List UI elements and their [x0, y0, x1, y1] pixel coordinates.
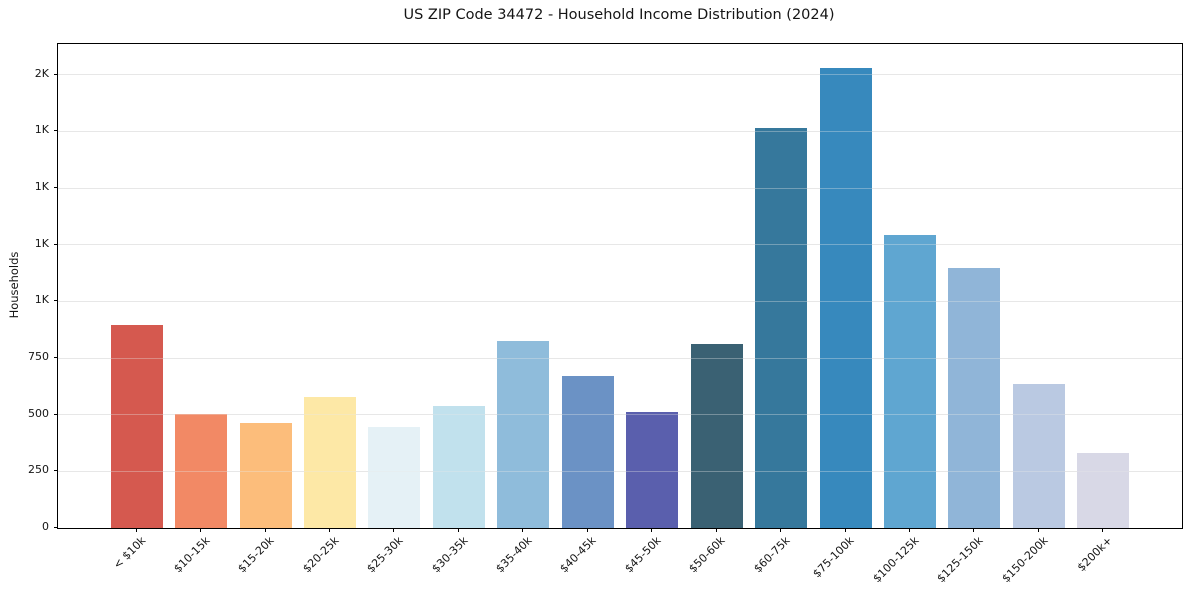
y-tick-mark — [54, 130, 58, 132]
chart-title: US ZIP Code 34472 - Household Income Dis… — [403, 7, 835, 23]
x-tick-label: < $10k — [110, 534, 148, 572]
bar-20-25k — [304, 396, 357, 528]
gridline — [58, 300, 1182, 302]
x-tick-mark — [908, 528, 910, 532]
x-tick-mark — [200, 528, 202, 532]
gridline — [58, 300, 1182, 302]
bar-30-35k — [432, 405, 485, 528]
bar-75-100k — [819, 68, 872, 528]
x-tick-mark — [264, 528, 266, 532]
x-tick-label: $20-25k — [299, 534, 342, 576]
x-tick-label: $75-100k — [810, 534, 857, 581]
y-tick-label: 1K — [34, 123, 49, 137]
y-tick-mark — [54, 470, 58, 472]
gridline — [58, 244, 1182, 246]
plot-area — [57, 43, 1183, 529]
gridline — [58, 470, 1182, 472]
gridline — [58, 74, 1182, 76]
y-tick-label: 250 — [28, 463, 49, 477]
bar-45-50k — [626, 411, 679, 528]
bar-200k — [1077, 452, 1130, 528]
bar-10-15k — [175, 413, 228, 528]
y-tick-mark — [54, 243, 58, 245]
y-tick-label: 2K — [34, 66, 49, 80]
x-tick-label: $25-30k — [364, 534, 406, 576]
y-tick-label: 1K — [34, 293, 49, 307]
y-tick-mark — [54, 527, 58, 528]
y-tick-label: 0 — [42, 520, 49, 533]
bar-15-20k — [239, 422, 292, 528]
gridline — [58, 470, 1182, 472]
bar-150-200k — [1012, 384, 1065, 528]
x-tick-label: $30-35k — [428, 534, 471, 576]
x-tick-mark — [135, 528, 137, 532]
bar-10k — [110, 325, 163, 528]
x-tick-label: $50-60k — [686, 534, 728, 576]
gridline — [58, 357, 1182, 359]
x-tick-mark — [522, 528, 524, 532]
x-tick-label: $10-15k — [171, 534, 213, 576]
x-tick-label: $45-50k — [622, 534, 664, 576]
x-tick-label: $40-45k — [557, 534, 599, 576]
gridline — [58, 357, 1182, 359]
x-tick-mark — [457, 528, 459, 532]
y-tick-label: 500 — [28, 406, 49, 420]
gridline — [58, 74, 1182, 76]
x-tick-mark — [844, 528, 846, 532]
bar-60-75k — [755, 127, 808, 528]
y-tick-mark — [54, 73, 58, 75]
x-tick-mark — [780, 528, 782, 532]
x-tick-mark — [393, 528, 395, 532]
y-tick-mark — [54, 413, 58, 415]
gridline — [58, 130, 1182, 132]
gridline — [58, 244, 1182, 246]
gridline — [58, 187, 1182, 189]
gridline — [58, 414, 1182, 416]
bar-50-60k — [690, 344, 743, 528]
x-tick-mark — [715, 528, 717, 532]
y-tick-label: 1K — [34, 236, 49, 250]
x-tick-mark — [1102, 528, 1104, 532]
y-tick-mark — [54, 357, 58, 359]
x-tick-label: $150-200k — [998, 534, 1051, 586]
x-tick-label: $100-125k — [870, 534, 922, 586]
x-tick-label: $60-75k — [751, 534, 793, 576]
gridline — [58, 130, 1182, 132]
x-tick-mark — [329, 528, 331, 532]
x-tick-mark — [651, 528, 653, 532]
bar-40-45k — [561, 375, 614, 528]
y-tick-label: 750 — [28, 350, 49, 364]
bar-125-150k — [948, 268, 1001, 528]
gridline — [58, 187, 1182, 189]
x-tick-label: $125-150k — [934, 534, 986, 586]
gridline — [58, 414, 1182, 416]
x-tick-mark — [973, 528, 975, 532]
y-tick-mark — [54, 300, 58, 302]
bar-35-40k — [497, 341, 550, 528]
y-tick-mark — [54, 187, 58, 189]
y-tick-label: 1K — [34, 180, 49, 194]
x-tick-mark — [1037, 528, 1039, 532]
bar-100-125k — [883, 235, 936, 528]
x-tick-label: $35-40k — [493, 534, 535, 576]
x-tick-label: $15-20k — [235, 534, 277, 576]
y-axis-label: Households — [7, 251, 21, 319]
x-tick-label: $200k+ — [1074, 534, 1115, 575]
x-tick-mark — [586, 528, 588, 532]
bar-25-30k — [368, 426, 421, 528]
